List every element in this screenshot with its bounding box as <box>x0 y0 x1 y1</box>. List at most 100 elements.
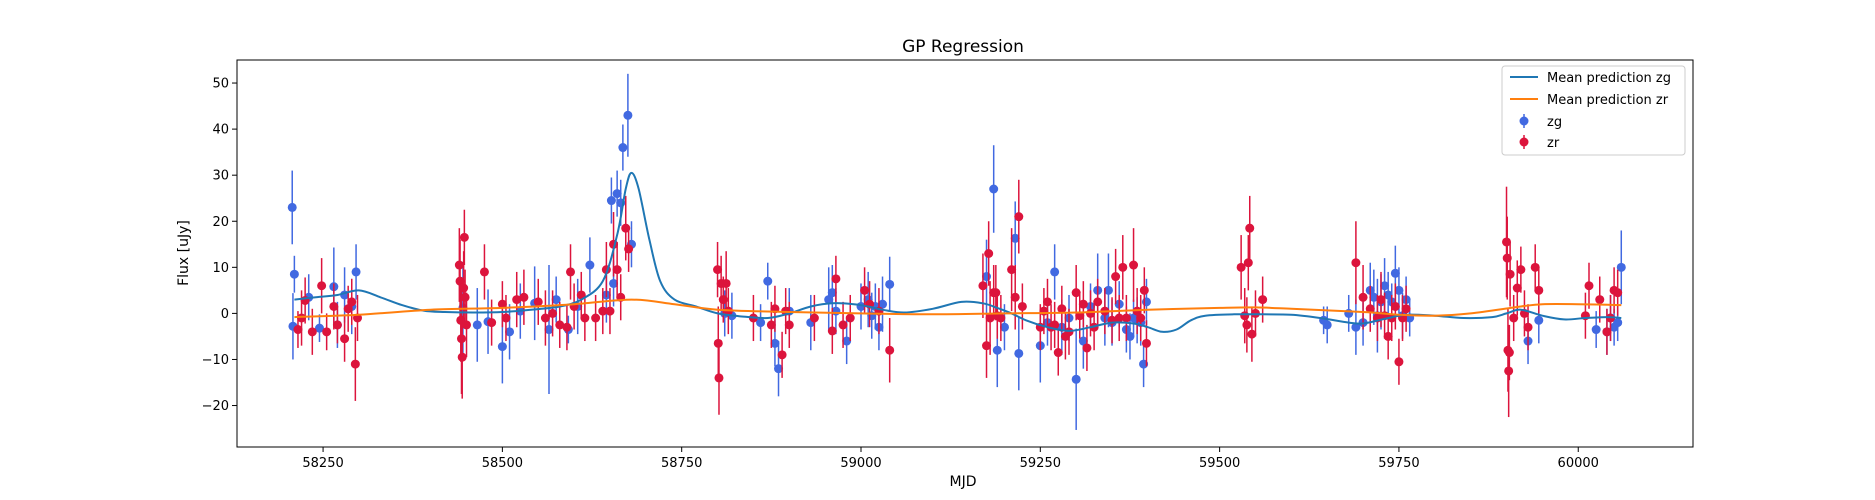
data-point-zr <box>548 308 558 318</box>
data-point-zg <box>505 327 515 337</box>
data-point-zg <box>609 278 619 288</box>
data-point-zr <box>1351 258 1361 268</box>
plot-background <box>237 60 1693 447</box>
data-point-zg <box>999 322 1009 332</box>
data-point-zr <box>1358 292 1368 302</box>
data-point-zr <box>1118 262 1128 272</box>
data-point-zr <box>329 301 339 311</box>
data-point-zg <box>1616 262 1626 272</box>
data-point-zr <box>1245 223 1255 233</box>
data-point-zr <box>885 345 895 355</box>
data-point-zr <box>460 292 470 302</box>
data-point-zr <box>984 249 994 258</box>
data-point-zr <box>322 327 332 337</box>
data-point-zr <box>1504 348 1514 358</box>
data-point-zg <box>1380 281 1390 291</box>
y-axis-label: Flux [uJy] <box>176 220 192 286</box>
x-tick-label: 59500 <box>1199 456 1240 471</box>
data-point-zr <box>1136 313 1146 323</box>
data-point-zr <box>838 320 848 330</box>
data-point-zr <box>497 299 507 309</box>
data-point-zr <box>777 350 787 360</box>
data-point-zr <box>350 359 360 369</box>
data-point-zg <box>314 323 324 333</box>
data-point-zr <box>714 373 724 383</box>
data-point-zr <box>340 334 350 344</box>
data-point-zr <box>540 313 550 323</box>
plot-area <box>236 59 1694 448</box>
y-tick-label: −20 <box>202 399 229 414</box>
data-point-zr <box>1111 272 1121 282</box>
data-point-zg <box>472 320 482 330</box>
y-tick-label: 50 <box>212 77 229 92</box>
x-tick-label: 58250 <box>302 456 343 471</box>
data-point-zr <box>317 281 327 291</box>
data-point-zr <box>332 320 342 330</box>
data-point-zr <box>1523 322 1533 332</box>
data-point-zr <box>1129 260 1139 270</box>
legend-marker-zg <box>1519 116 1529 126</box>
data-point-zg <box>351 267 361 277</box>
x-tick-label: 59000 <box>840 456 881 471</box>
y-tick-label: 30 <box>212 169 229 184</box>
data-point-zr <box>1010 292 1020 302</box>
data-point-zr <box>1394 357 1404 367</box>
x-tick-label: 59750 <box>1378 456 1419 471</box>
y-tick-label: 20 <box>212 215 229 230</box>
data-point-zr <box>612 265 622 275</box>
data-point-zr <box>721 278 731 288</box>
x-axis: 58250 58500 58750 59000 59250 59500 59750 60000 <box>302 447 1599 471</box>
data-point-zr <box>297 313 307 323</box>
data-point-zr <box>1613 288 1623 298</box>
y-tick-label: −10 <box>202 353 229 368</box>
data-point-zr <box>1093 297 1103 307</box>
x-tick-label: 60000 <box>1558 456 1599 471</box>
data-point-zr <box>1516 265 1526 275</box>
x-tick-label: 58750 <box>661 456 702 471</box>
data-point-zr <box>1082 343 1092 353</box>
data-point-zr <box>1365 304 1375 314</box>
data-point-zr <box>501 313 511 323</box>
data-point-zg <box>989 184 999 194</box>
data-point-zg <box>1534 315 1544 325</box>
data-point-zr <box>462 320 472 330</box>
data-point-zg <box>1394 285 1404 295</box>
data-point-zg <box>1078 336 1088 346</box>
data-point-zg <box>770 338 780 348</box>
data-point-zr <box>1240 311 1250 321</box>
data-point-zr <box>1053 348 1063 358</box>
data-point-zg <box>878 299 888 309</box>
data-point-zr <box>1042 297 1052 307</box>
data-point-zr <box>1121 313 1131 323</box>
data-point-zg <box>497 342 507 352</box>
x-tick-label: 59250 <box>1020 456 1061 471</box>
data-point-zr <box>766 320 776 330</box>
line-layer <box>294 171 1622 333</box>
x-tick-label: 58500 <box>482 456 523 471</box>
data-point-zr <box>533 297 543 307</box>
data-point-zr <box>459 283 469 293</box>
data-point-zr <box>1530 262 1540 272</box>
data-point-zr <box>985 313 995 323</box>
data-point-zr <box>512 295 522 305</box>
data-point-zg <box>885 279 895 289</box>
data-point-zr <box>580 313 590 323</box>
data-point-zg <box>1613 318 1623 328</box>
data-point-zr <box>293 325 303 335</box>
data-point-zg <box>842 336 852 346</box>
data-point-zg <box>612 189 622 199</box>
data-point-zr <box>1242 320 1252 330</box>
chart-title: GP Regression <box>902 37 1024 57</box>
data-point-zg <box>1125 331 1135 341</box>
legend-label-zr-line: Mean prediction zr <box>1547 93 1669 108</box>
data-point-zr <box>487 318 497 328</box>
data-point-zr <box>827 326 837 336</box>
data-point-zg <box>1071 374 1081 384</box>
data-point-zr <box>1017 301 1027 311</box>
data-point-zg <box>618 143 628 153</box>
data-point-zr <box>1401 304 1411 314</box>
x-axis-label: MJD <box>950 474 977 490</box>
data-point-zr <box>519 292 529 302</box>
data-point-zr <box>459 232 469 242</box>
